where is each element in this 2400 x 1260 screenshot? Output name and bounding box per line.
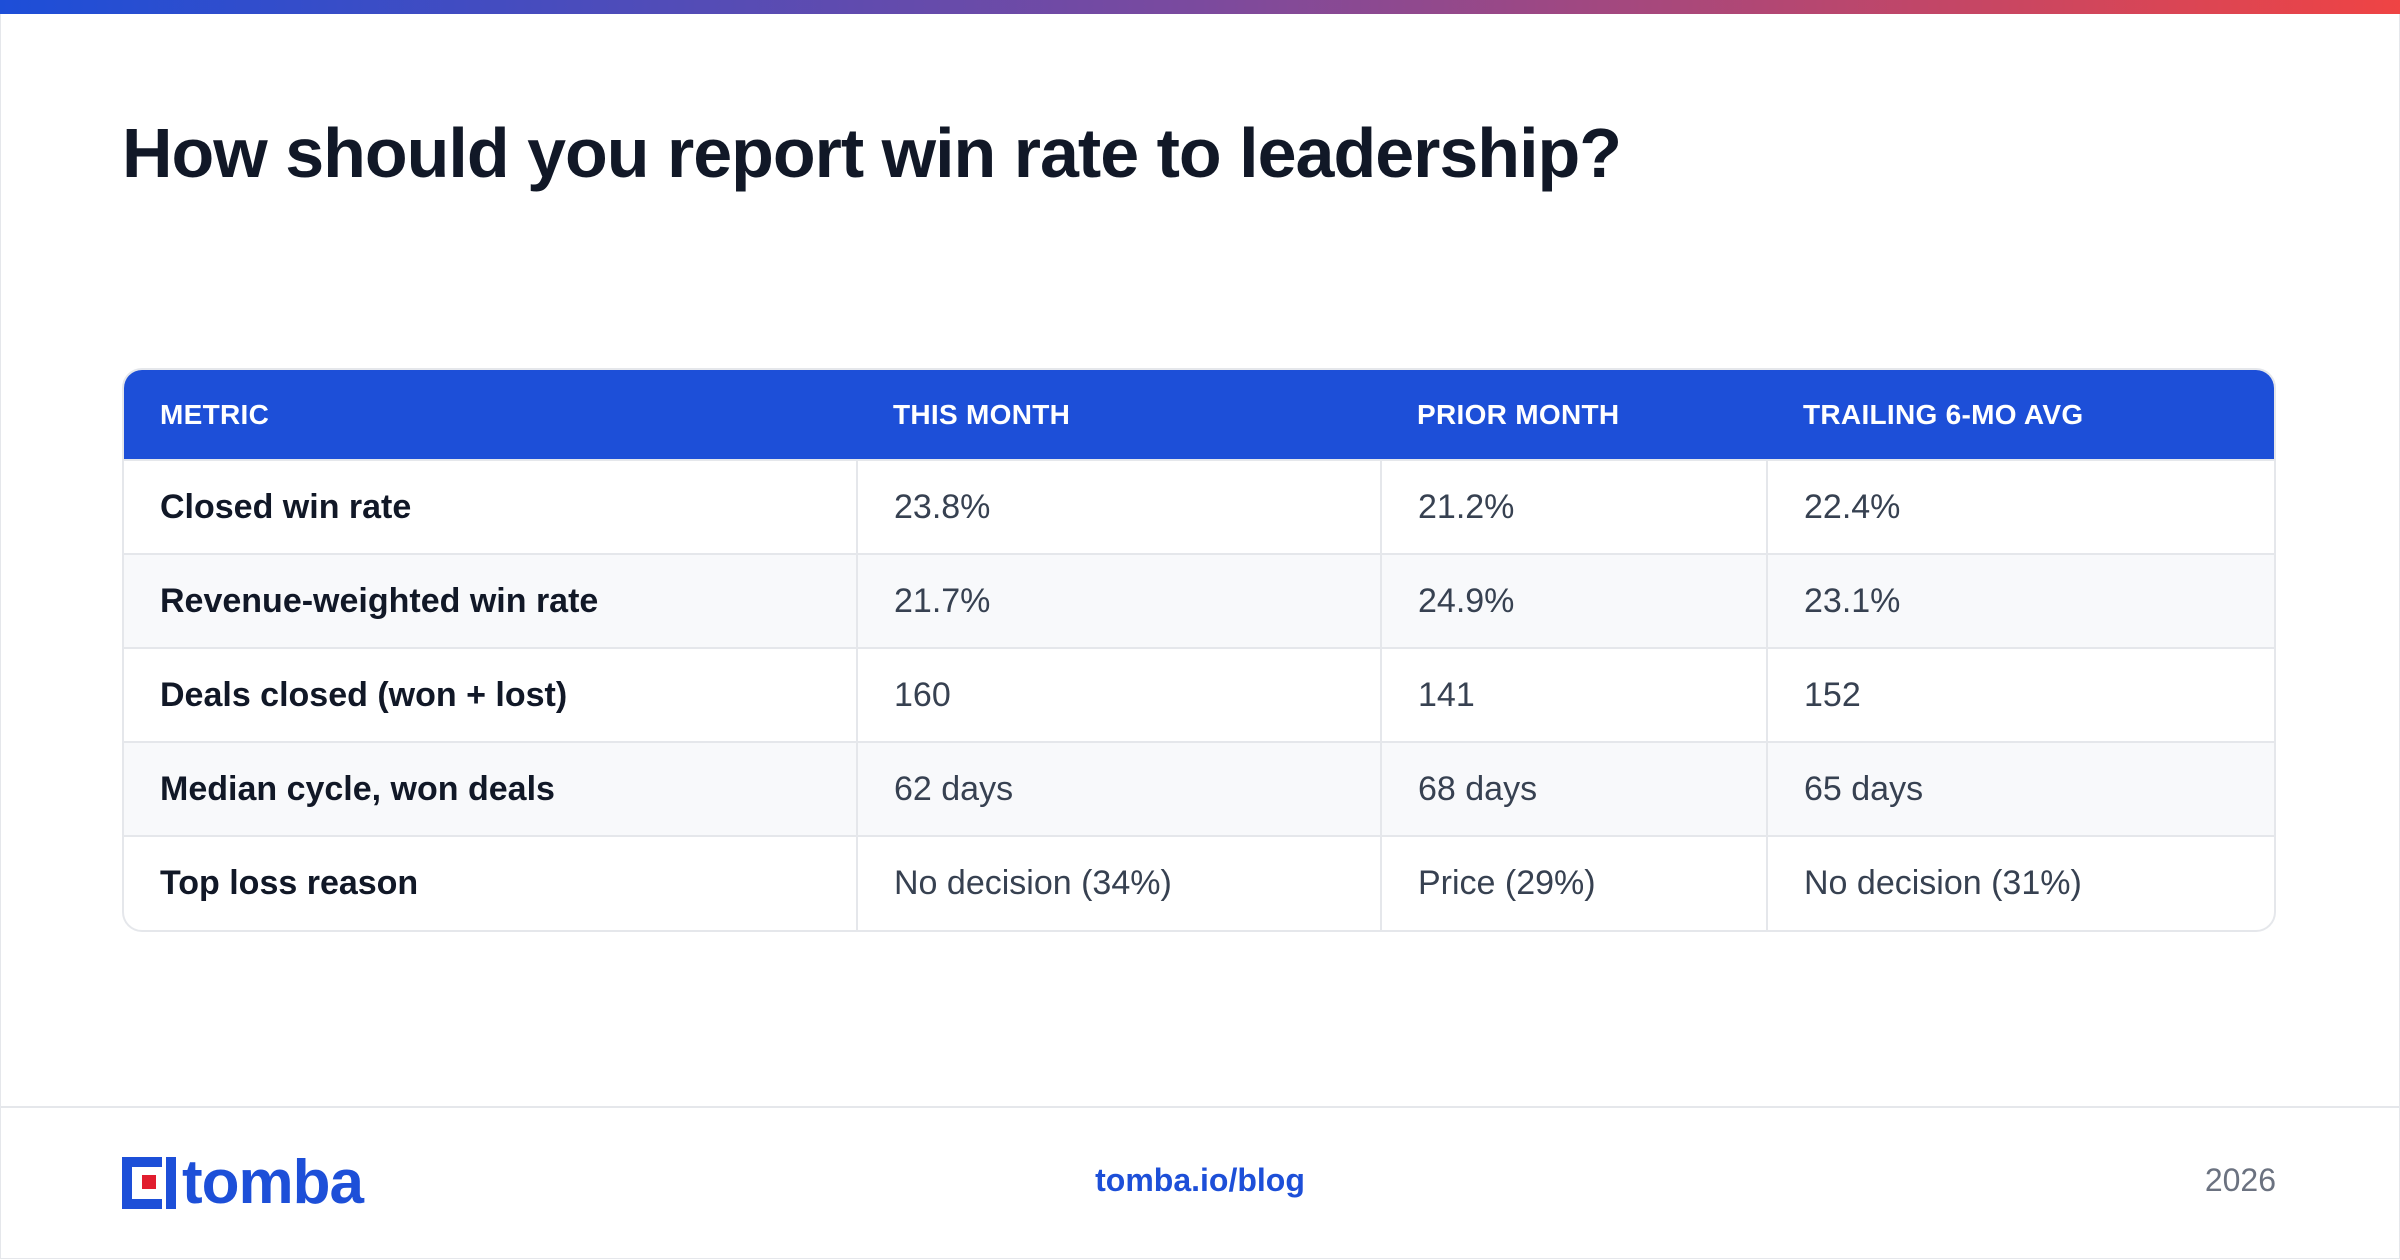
metric-cell: Deals closed (won + lost) <box>160 675 568 714</box>
top-gradient-bar <box>0 0 2400 14</box>
trailing-avg-cell: 152 <box>1766 648 2274 742</box>
metric-cell: Top loss reason <box>160 864 419 902</box>
prior-month-cell: 141 <box>1380 648 1767 742</box>
metric-cell: Closed win rate <box>160 487 412 526</box>
prior-month-cell: Price (29%) <box>1380 836 1767 930</box>
table-row: Revenue-weighted win rate 21.7% 24.9% 23… <box>124 554 2274 648</box>
footer-year: 2026 <box>2204 1162 2276 1198</box>
trailing-avg-cell: 23.1% <box>1766 554 2274 648</box>
metrics-table: METRIC THIS MONTH PRIOR MONTH TRAILING 6… <box>122 368 2276 932</box>
trailing-avg-cell: 65 days <box>1766 742 2274 836</box>
header-trailing-avg: TRAILING 6-MO AVG <box>1803 398 2084 430</box>
this-month-cell: 23.8% <box>856 460 1381 554</box>
table-header-row: METRIC THIS MONTH PRIOR MONTH TRAILING 6… <box>124 370 2274 460</box>
table-row: Median cycle, won deals 62 days 68 days … <box>124 742 2274 836</box>
table-row: Deals closed (won + lost) 160 141 152 <box>124 648 2274 742</box>
prior-month-cell: 24.9% <box>1380 554 1767 648</box>
metric-cell: Median cycle, won deals <box>160 769 555 808</box>
trailing-avg-cell: No decision (31%) <box>1766 836 2274 930</box>
footer-divider <box>0 1106 2400 1108</box>
prior-month-cell: 68 days <box>1380 742 1767 836</box>
header-metric: METRIC <box>160 398 270 430</box>
this-month-cell: 62 days <box>856 742 1381 836</box>
blog-link[interactable]: tomba.io/blog <box>1095 1162 1305 1198</box>
logo-wordmark: tomba <box>182 1148 364 1217</box>
trailing-avg-cell: 22.4% <box>1766 460 2274 554</box>
page-title: How should you report win rate to leader… <box>122 114 1622 192</box>
this-month-cell: 160 <box>856 648 1381 742</box>
header-prior-month: PRIOR MONTH <box>1417 398 1620 430</box>
table-row: Closed win rate 23.8% 21.2% 22.4% <box>124 460 2274 554</box>
prior-month-cell: 21.2% <box>1380 460 1767 554</box>
header-this-month: THIS MONTH <box>893 398 1071 430</box>
tomba-logo-mark-icon <box>122 1157 176 1209</box>
this-month-cell: 21.7% <box>856 554 1381 648</box>
table-row: Top loss reason No decision (34%) Price … <box>124 836 2274 930</box>
metric-cell: Revenue-weighted win rate <box>160 581 599 620</box>
this-month-cell: No decision (34%) <box>856 836 1381 930</box>
tomba-logo[interactable]: tomba <box>122 1148 364 1217</box>
